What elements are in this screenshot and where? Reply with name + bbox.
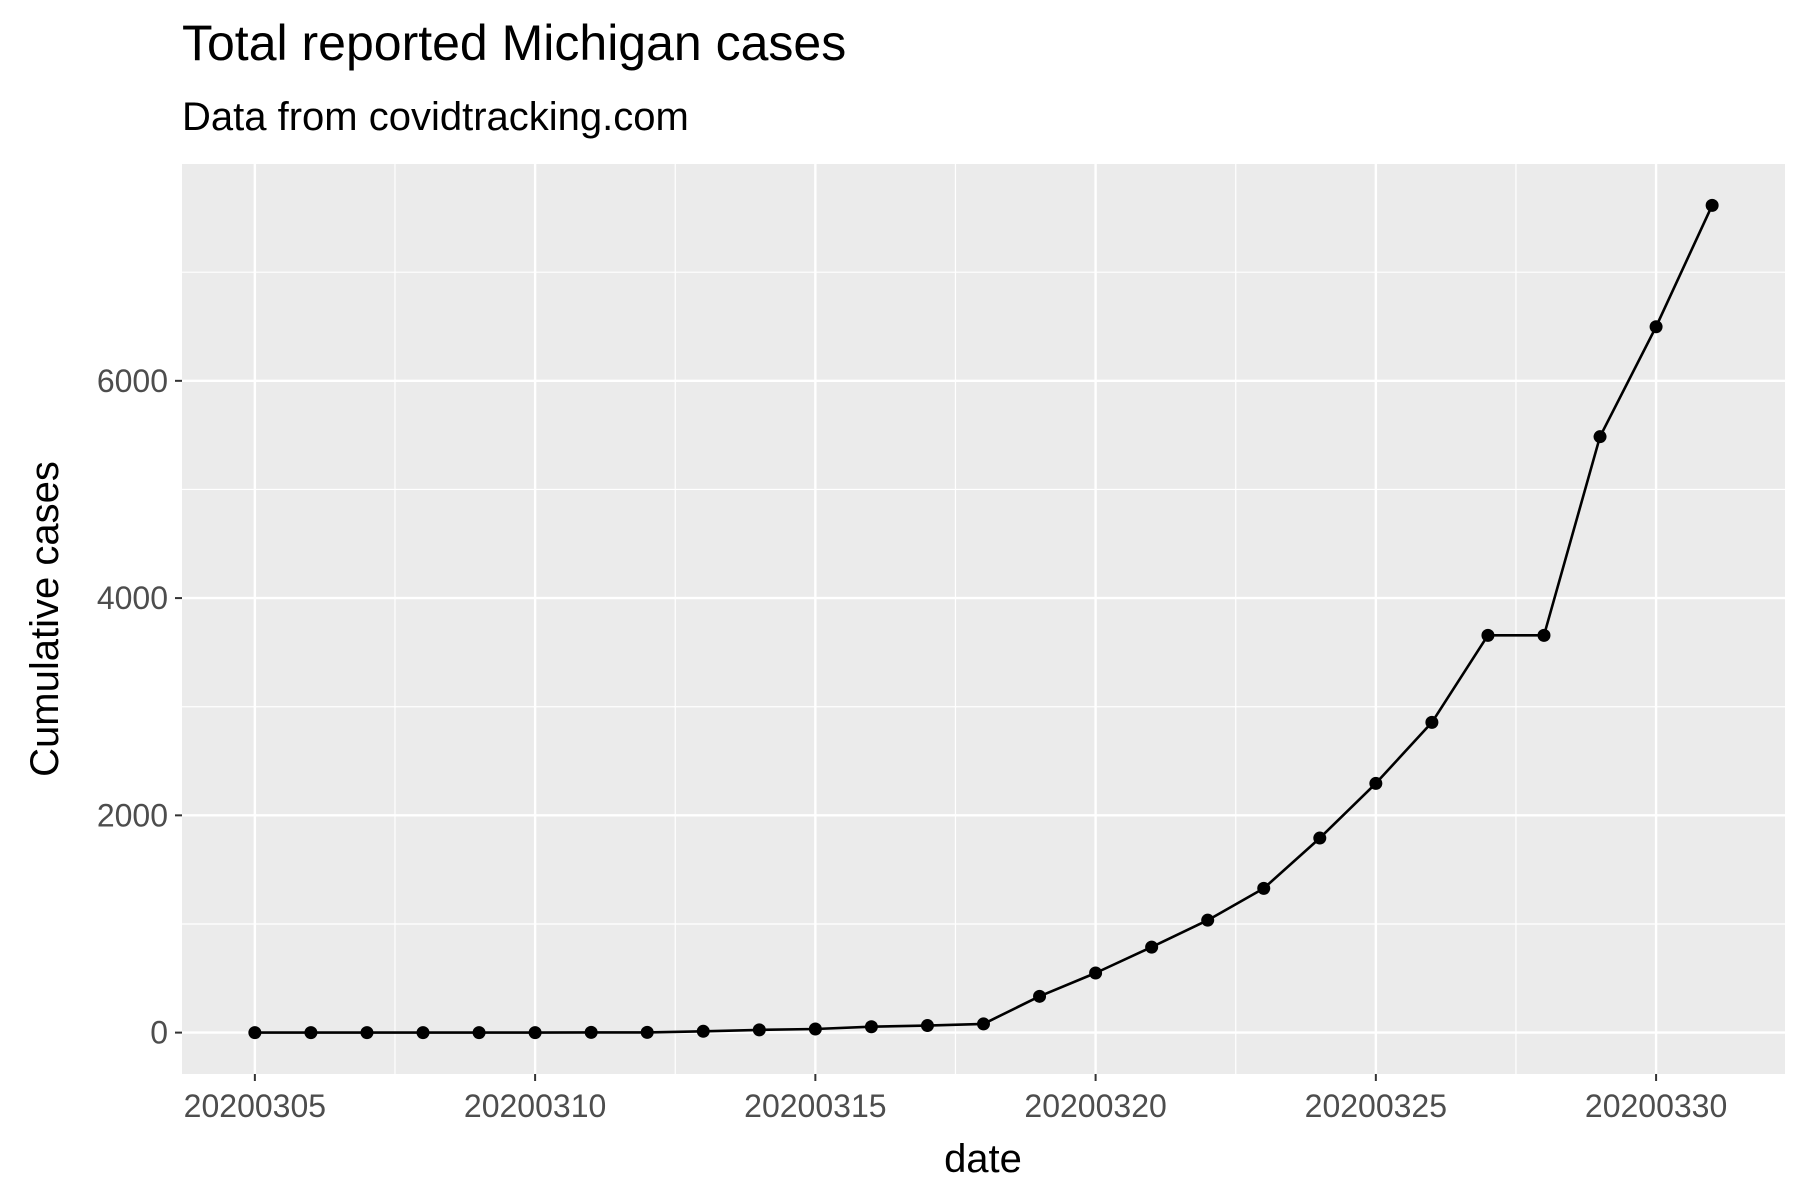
x-tick-label: 20200320 (1024, 1088, 1166, 1124)
data-point (1313, 831, 1327, 845)
plot-panel (182, 164, 1785, 1074)
data-point (1705, 198, 1719, 212)
data-point (584, 1025, 598, 1039)
y-tick-label: 4000 (97, 580, 168, 616)
data-point (1649, 320, 1663, 334)
x-axis: 20200305 20200310 20200315 20200320 20200325… (184, 1074, 1727, 1124)
data-point (528, 1026, 542, 1040)
series-group (248, 198, 1719, 1040)
grid-major (182, 164, 1785, 1074)
y-tick-label: 2000 (97, 797, 168, 833)
data-point (640, 1025, 654, 1039)
chart-title: Total reported Michigan cases (182, 15, 846, 71)
data-point (1481, 628, 1495, 642)
data-point (304, 1026, 318, 1040)
data-point (1257, 881, 1271, 895)
x-tick-label: 20200310 (464, 1088, 606, 1124)
y-tick-label: 6000 (97, 363, 168, 399)
x-tick-label: 20200330 (1585, 1088, 1727, 1124)
data-point (808, 1022, 822, 1036)
data-point (1145, 940, 1159, 954)
data-point (472, 1026, 486, 1040)
y-axis: 0 2000 4000 6000 (97, 363, 182, 1051)
data-point (1593, 430, 1607, 444)
data-point (1089, 966, 1103, 980)
data-point (752, 1023, 766, 1037)
data-point (248, 1026, 262, 1040)
data-point (1201, 913, 1215, 927)
chart-subtitle: Data from covidtracking.com (182, 95, 689, 139)
data-point (1369, 776, 1383, 790)
data-point (977, 1017, 990, 1031)
x-tick-label: 20200305 (184, 1088, 326, 1124)
data-point (1537, 628, 1551, 642)
x-tick-label: 20200325 (1305, 1088, 1447, 1124)
data-point (920, 1019, 934, 1033)
data-point (1033, 989, 1047, 1003)
x-axis-label: date (944, 1137, 1022, 1181)
grid-minor (182, 164, 1785, 1074)
data-point (360, 1026, 374, 1040)
y-tick-label: 0 (150, 1015, 168, 1051)
x-tick-label: 20200315 (744, 1088, 886, 1124)
data-point (864, 1020, 878, 1034)
data-point (416, 1026, 430, 1040)
y-axis-label: Cumulative cases (23, 461, 67, 777)
data-point (696, 1024, 710, 1038)
data-point (1425, 715, 1439, 729)
